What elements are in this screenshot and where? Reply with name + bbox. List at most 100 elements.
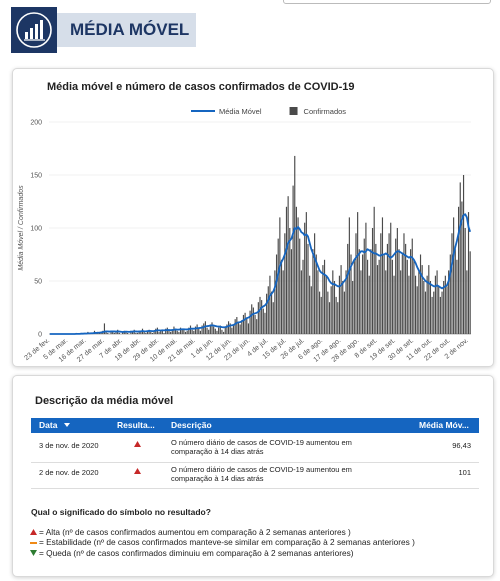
legend-item: = Alta (nº de casos confirmados aumentou… [39, 527, 351, 537]
column-header[interactable]: Descrição [171, 420, 212, 430]
bar [365, 222, 367, 334]
bar [358, 249, 360, 334]
bar [340, 265, 342, 334]
bar [105, 331, 107, 334]
cell-date: 3 de nov. de 2020 [39, 441, 99, 450]
bar [466, 270, 468, 334]
bar [271, 291, 273, 334]
row-divider [31, 462, 479, 463]
y-axis-label: Média Móvel / Confirmados [18, 185, 25, 271]
bar [448, 270, 450, 334]
bar [429, 281, 432, 334]
bar [462, 175, 465, 334]
bar [242, 314, 245, 334]
bar [318, 291, 321, 334]
bar [252, 307, 254, 334]
bar [267, 286, 269, 334]
bar [163, 332, 165, 334]
bar [292, 185, 294, 334]
bar [196, 324, 198, 334]
bar [103, 323, 106, 334]
bar [403, 233, 405, 334]
column-header[interactable]: Data [39, 420, 58, 430]
bar [237, 322, 240, 334]
bar [140, 330, 142, 334]
bar [366, 259, 369, 334]
bar [160, 330, 162, 334]
y-tick-label: 0 [38, 332, 42, 339]
bar [438, 286, 440, 334]
bar [189, 325, 192, 334]
chart: Média móvel e número de casos confirmado… [18, 81, 472, 364]
bar [151, 332, 154, 334]
bar [127, 332, 129, 334]
bar [433, 291, 435, 334]
bar [218, 327, 220, 334]
bar [400, 270, 402, 334]
bar [239, 324, 241, 334]
bar [206, 327, 208, 334]
bar [113, 332, 115, 334]
bar [232, 325, 235, 334]
bar [347, 243, 349, 334]
column-header[interactable]: Resulta... [117, 420, 155, 430]
bar [444, 275, 446, 334]
bar [181, 328, 183, 334]
bar [284, 233, 286, 334]
bar [300, 270, 302, 334]
bar [443, 281, 445, 334]
bar [434, 275, 436, 334]
stable-symbol [30, 542, 37, 544]
bar [204, 321, 206, 334]
legend-label: Média Móvel [219, 107, 262, 116]
bar [413, 259, 415, 334]
bar [398, 249, 400, 334]
bar [184, 331, 187, 334]
bar [414, 275, 417, 334]
bar [305, 212, 307, 334]
bar [416, 286, 418, 334]
bar [274, 270, 276, 334]
bar [302, 259, 304, 334]
bar [396, 228, 398, 334]
bar [188, 327, 190, 334]
bar [315, 254, 317, 334]
column-header[interactable]: Média Móv... [419, 420, 469, 430]
bar [136, 332, 139, 334]
bar [458, 206, 460, 334]
bar [299, 238, 301, 334]
bar [380, 233, 382, 334]
bar [146, 330, 149, 334]
legend-item: = Queda (nº de casos confirmados diminui… [39, 548, 354, 558]
bar [314, 233, 316, 334]
bar [279, 217, 281, 334]
bar [352, 281, 354, 334]
bar [266, 293, 268, 334]
bar [244, 312, 246, 334]
bar [328, 302, 331, 334]
bar [419, 254, 422, 334]
bar [309, 275, 311, 334]
bar [277, 238, 279, 334]
cell-description: O número diário de casos de COVID-19 aum… [171, 438, 352, 456]
y-tick-label: 150 [30, 173, 42, 180]
bar [219, 325, 221, 334]
bar [170, 331, 172, 334]
bar [148, 329, 150, 334]
bar [436, 270, 438, 334]
bar [325, 275, 327, 334]
bar [408, 275, 410, 334]
bar [461, 201, 463, 334]
bar [118, 332, 120, 334]
bar [143, 331, 145, 334]
bar [410, 249, 412, 334]
bar [261, 300, 263, 334]
bar [203, 323, 205, 334]
up-arrow [134, 441, 141, 447]
bar [272, 302, 274, 334]
bar [227, 321, 230, 334]
bar [441, 291, 443, 334]
bar [251, 304, 253, 334]
bar [234, 319, 236, 334]
bar [256, 319, 258, 334]
